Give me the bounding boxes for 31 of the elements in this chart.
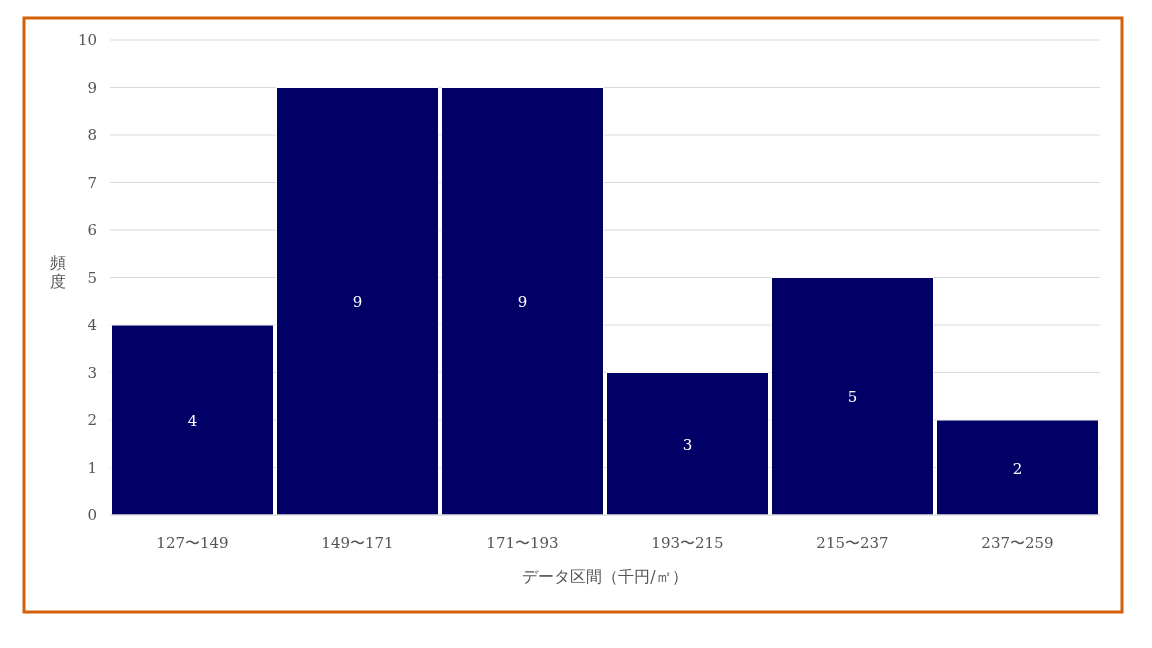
bar bbox=[276, 87, 439, 516]
x-tick-label: 193〜215 bbox=[651, 534, 724, 552]
y-tick-label: 3 bbox=[87, 363, 97, 382]
y-tick-label: 6 bbox=[87, 221, 97, 239]
x-tick-label: 171〜193 bbox=[486, 534, 559, 552]
data-label: 4 bbox=[187, 412, 198, 430]
y-tick-label: 7 bbox=[87, 173, 97, 192]
x-axis-title: データ区間（千円/㎡） bbox=[522, 567, 688, 586]
x-tick-label: 149〜171 bbox=[321, 534, 394, 552]
data-label: 9 bbox=[517, 293, 528, 312]
data-label: 5 bbox=[847, 388, 858, 407]
y-axis-title: 頻度 bbox=[50, 252, 66, 291]
data-label: 3 bbox=[682, 435, 693, 454]
bar bbox=[936, 419, 1099, 516]
x-tick-label: 237〜259 bbox=[981, 534, 1054, 552]
x-tick-label: 215〜237 bbox=[816, 534, 889, 552]
y-tick-label: 4 bbox=[87, 316, 97, 334]
bar bbox=[606, 372, 769, 516]
y-tick-label: 1 bbox=[87, 458, 97, 477]
bar bbox=[111, 324, 274, 516]
bar bbox=[771, 277, 934, 516]
bar bbox=[441, 87, 604, 516]
data-label: 2 bbox=[1012, 459, 1023, 478]
y-tick-label: 0 bbox=[87, 506, 97, 524]
y-tick-label: 5 bbox=[87, 268, 97, 287]
x-tick-label: 127〜149 bbox=[156, 534, 229, 552]
data-label: 9 bbox=[352, 293, 363, 312]
y-tick-label: 8 bbox=[87, 126, 97, 144]
y-tick-label: 2 bbox=[87, 411, 97, 429]
y-tick-label: 10 bbox=[77, 31, 97, 49]
y-tick-label: 9 bbox=[87, 78, 97, 97]
